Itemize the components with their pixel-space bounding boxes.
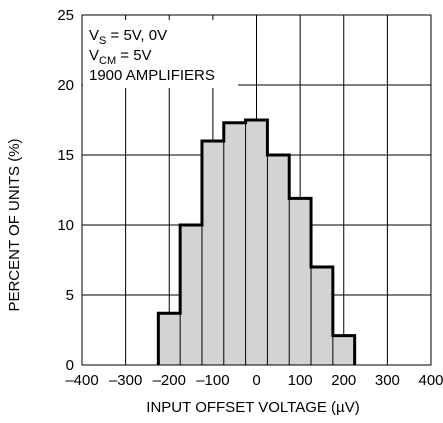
annotation-common-mode: VCM = 5V — [89, 47, 152, 67]
histogram-bar — [158, 312, 181, 366]
histogram-bar — [310, 266, 334, 366]
histogram-bar — [267, 154, 290, 366]
x-tick-label: 400 — [418, 372, 443, 389]
y-tick-label: 5 — [66, 287, 74, 304]
histogram-bar — [179, 224, 203, 366]
x-axis-title: INPUT OFFSET VOLTAGE (µV) — [146, 399, 359, 416]
x-tick-label: 300 — [375, 372, 400, 389]
x-tick-label: –400 — [65, 372, 98, 389]
annotation-background — [83, 20, 238, 88]
histogram-bar — [288, 198, 312, 366]
x-tick-label: –200 — [153, 372, 186, 389]
y-tick-label: 20 — [57, 77, 74, 94]
annotation-sample-count: 1900 AMPLIFIERS — [89, 67, 215, 84]
x-tick-labels: –400 –300 –200 –100 0 100 200 300 400 — [65, 372, 443, 389]
x-tick-label: –100 — [196, 372, 229, 389]
histogram-bar — [201, 140, 225, 366]
histogram-bar — [332, 335, 355, 366]
x-tick-label: 100 — [288, 372, 313, 389]
y-tick-labels: 0 5 10 15 20 25 — [57, 7, 74, 374]
x-tick-label: 0 — [252, 372, 260, 389]
histogram-outline — [156, 118, 357, 365]
y-tick-label: 0 — [66, 357, 74, 374]
annotation-supply: VS = 5V, 0V — [89, 27, 167, 47]
x-tick-label: 200 — [331, 372, 356, 389]
histogram-bar — [245, 119, 268, 366]
histogram-bars — [158, 119, 355, 366]
y-tick-label: 15 — [57, 147, 74, 164]
y-axis-title: PERCENT OF UNITS (%) — [6, 138, 23, 311]
x-tick-label: –300 — [109, 372, 142, 389]
histogram-bar — [223, 122, 246, 366]
plot-frame — [81, 14, 432, 366]
y-tick-label: 10 — [57, 217, 74, 234]
y-tick-label: 25 — [57, 7, 74, 24]
